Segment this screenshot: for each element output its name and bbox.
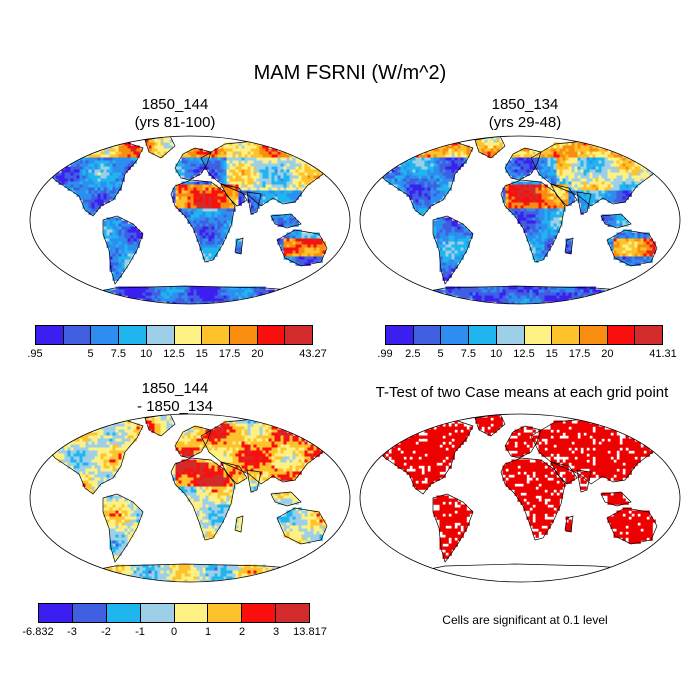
map-border <box>29 413 351 583</box>
colorbar-tick-label: 20 <box>601 348 614 360</box>
panel-1-title-line1: 1850_144 <box>141 96 209 113</box>
colorbar-tick-label: 15 <box>195 348 208 360</box>
colorbar-tick-label: 7.5 <box>110 348 127 360</box>
colorbar-box <box>39 604 73 622</box>
colorbar-tick-label: 1 <box>204 626 212 638</box>
colorbar-panel-2-boxes <box>385 325 663 345</box>
map-panel-2 <box>359 135 681 305</box>
colorbar-tick-label: 13.817 <box>293 626 327 638</box>
colorbar-box <box>257 326 286 344</box>
panel-2-title-line2: (yrs 29-48) <box>488 114 562 131</box>
map-panel-3 <box>29 413 351 583</box>
colorbar-tick-label: .95 <box>27 348 43 360</box>
colorbar-box <box>72 604 107 622</box>
colorbar-box <box>441 326 470 344</box>
panel-3-title-line1: 1850_144 <box>141 380 209 397</box>
colorbar-box <box>285 326 313 344</box>
colorbar-panel-3-boxes <box>38 603 310 623</box>
colorbar-tick-label: -6.832 <box>22 626 54 638</box>
colorbar-tick-label: 10 <box>490 348 503 360</box>
colorbar-tick-label: 5 <box>87 348 94 360</box>
colorbar-tick-label: 43.27 <box>299 348 327 360</box>
colorbar-tick-label: 5 <box>437 348 444 360</box>
colorbar-tick-label: 12.5 <box>513 348 535 360</box>
colorbar-tick-label: 0 <box>170 626 178 638</box>
colorbar-box <box>413 326 442 344</box>
colorbar-box <box>469 326 497 344</box>
colorbar-panel-1: .95 5 7.5 10 12.5 15 17.5 20 43.27 <box>27 325 327 360</box>
map-border <box>359 135 681 305</box>
colorbar-tick-label: -3 <box>67 626 77 638</box>
panel-1-title: 1850_144 (yrs 81-100) <box>75 96 275 132</box>
colorbar-panel-1-boxes <box>35 325 313 345</box>
colorbar-tick-label: 17.5 <box>218 348 241 360</box>
colorbar-tick-label: 10 <box>140 348 153 360</box>
colorbar-box <box>276 604 309 622</box>
colorbar-box <box>524 326 553 344</box>
colorbar-box <box>174 604 209 622</box>
colorbar-tick-label: 17.5 <box>568 348 591 360</box>
colorbar-tick-label: 12.5 <box>163 348 185 360</box>
map-panel-1 <box>29 135 351 305</box>
map-panel-4 <box>359 413 681 583</box>
colorbar-tick-label: 2.5 <box>405 348 421 360</box>
colorbar-panel-3: -6.832 -3 -2 -1 0 1 2 3 13.817 <box>22 603 327 638</box>
colorbar-box <box>140 604 175 622</box>
colorbar-box <box>119 326 147 344</box>
colorbar-panel-1-labels: .95 5 7.5 10 12.5 15 17.5 20 43.27 <box>27 345 326 361</box>
colorbar-tick-label: 7.5 <box>460 348 477 360</box>
map-border <box>29 135 351 305</box>
colorbar-tick-label: 3 <box>272 626 280 638</box>
colorbar-box <box>386 326 414 344</box>
colorbar-box <box>208 604 243 622</box>
colorbar-tick-label: .99 <box>377 348 393 360</box>
colorbar-box <box>635 326 663 344</box>
colorbar-box <box>242 604 277 622</box>
map-border <box>359 413 681 583</box>
colorbar-panel-2: .99 2.5 5 7.5 10 12.5 15 17.5 20 41.31 <box>377 325 677 360</box>
colorbar-box <box>579 326 608 344</box>
colorbar-tick-label: 2 <box>238 626 246 638</box>
panel-4-title: T-Test of two Case means at each grid po… <box>375 384 669 401</box>
panel-3-title-line2: - 1850_134 <box>137 398 213 415</box>
colorbar-box <box>202 326 230 344</box>
colorbar-box <box>174 326 203 344</box>
map-field-cells <box>52 136 326 304</box>
figure-title: MAM FSRNI (W/m^2) <box>253 62 447 84</box>
colorbar-tick-label: -2 <box>101 626 111 638</box>
panel-2-title-line1: 1850_134 <box>491 96 559 113</box>
colorbar-box <box>552 326 580 344</box>
panel-1-title-line2: (yrs 81-100) <box>134 114 216 131</box>
colorbar-tick-label: 41.31 <box>649 348 677 360</box>
significance-note: Cells are significant at 0.1 level <box>442 613 608 627</box>
colorbar-box <box>91 326 120 344</box>
colorbar-box <box>496 326 525 344</box>
panel-2-title: 1850_134 (yrs 29-48) <box>425 96 625 132</box>
colorbar-tick-label: -1 <box>135 626 145 638</box>
colorbar-box <box>607 326 636 344</box>
colorbar-tick-label: 20 <box>251 348 264 360</box>
colorbar-box <box>106 604 141 622</box>
colorbar-tick-label: 15 <box>545 348 558 360</box>
colorbar-box <box>146 326 175 344</box>
map-field-cells <box>382 136 656 304</box>
panel-3-title: 1850_144 - 1850_134 <box>75 380 275 416</box>
colorbar-box <box>63 326 92 344</box>
map-field-cells <box>52 414 326 582</box>
colorbar-panel-3-labels: -6.832 -3 -2 -1 0 1 2 3 13.817 <box>22 623 326 639</box>
map-field-cells <box>382 414 656 559</box>
colorbar-panel-2-labels: .99 2.5 5 7.5 10 12.5 15 17.5 20 41.31 <box>377 345 676 361</box>
colorbar-box <box>36 326 64 344</box>
colorbar-box <box>229 326 258 344</box>
